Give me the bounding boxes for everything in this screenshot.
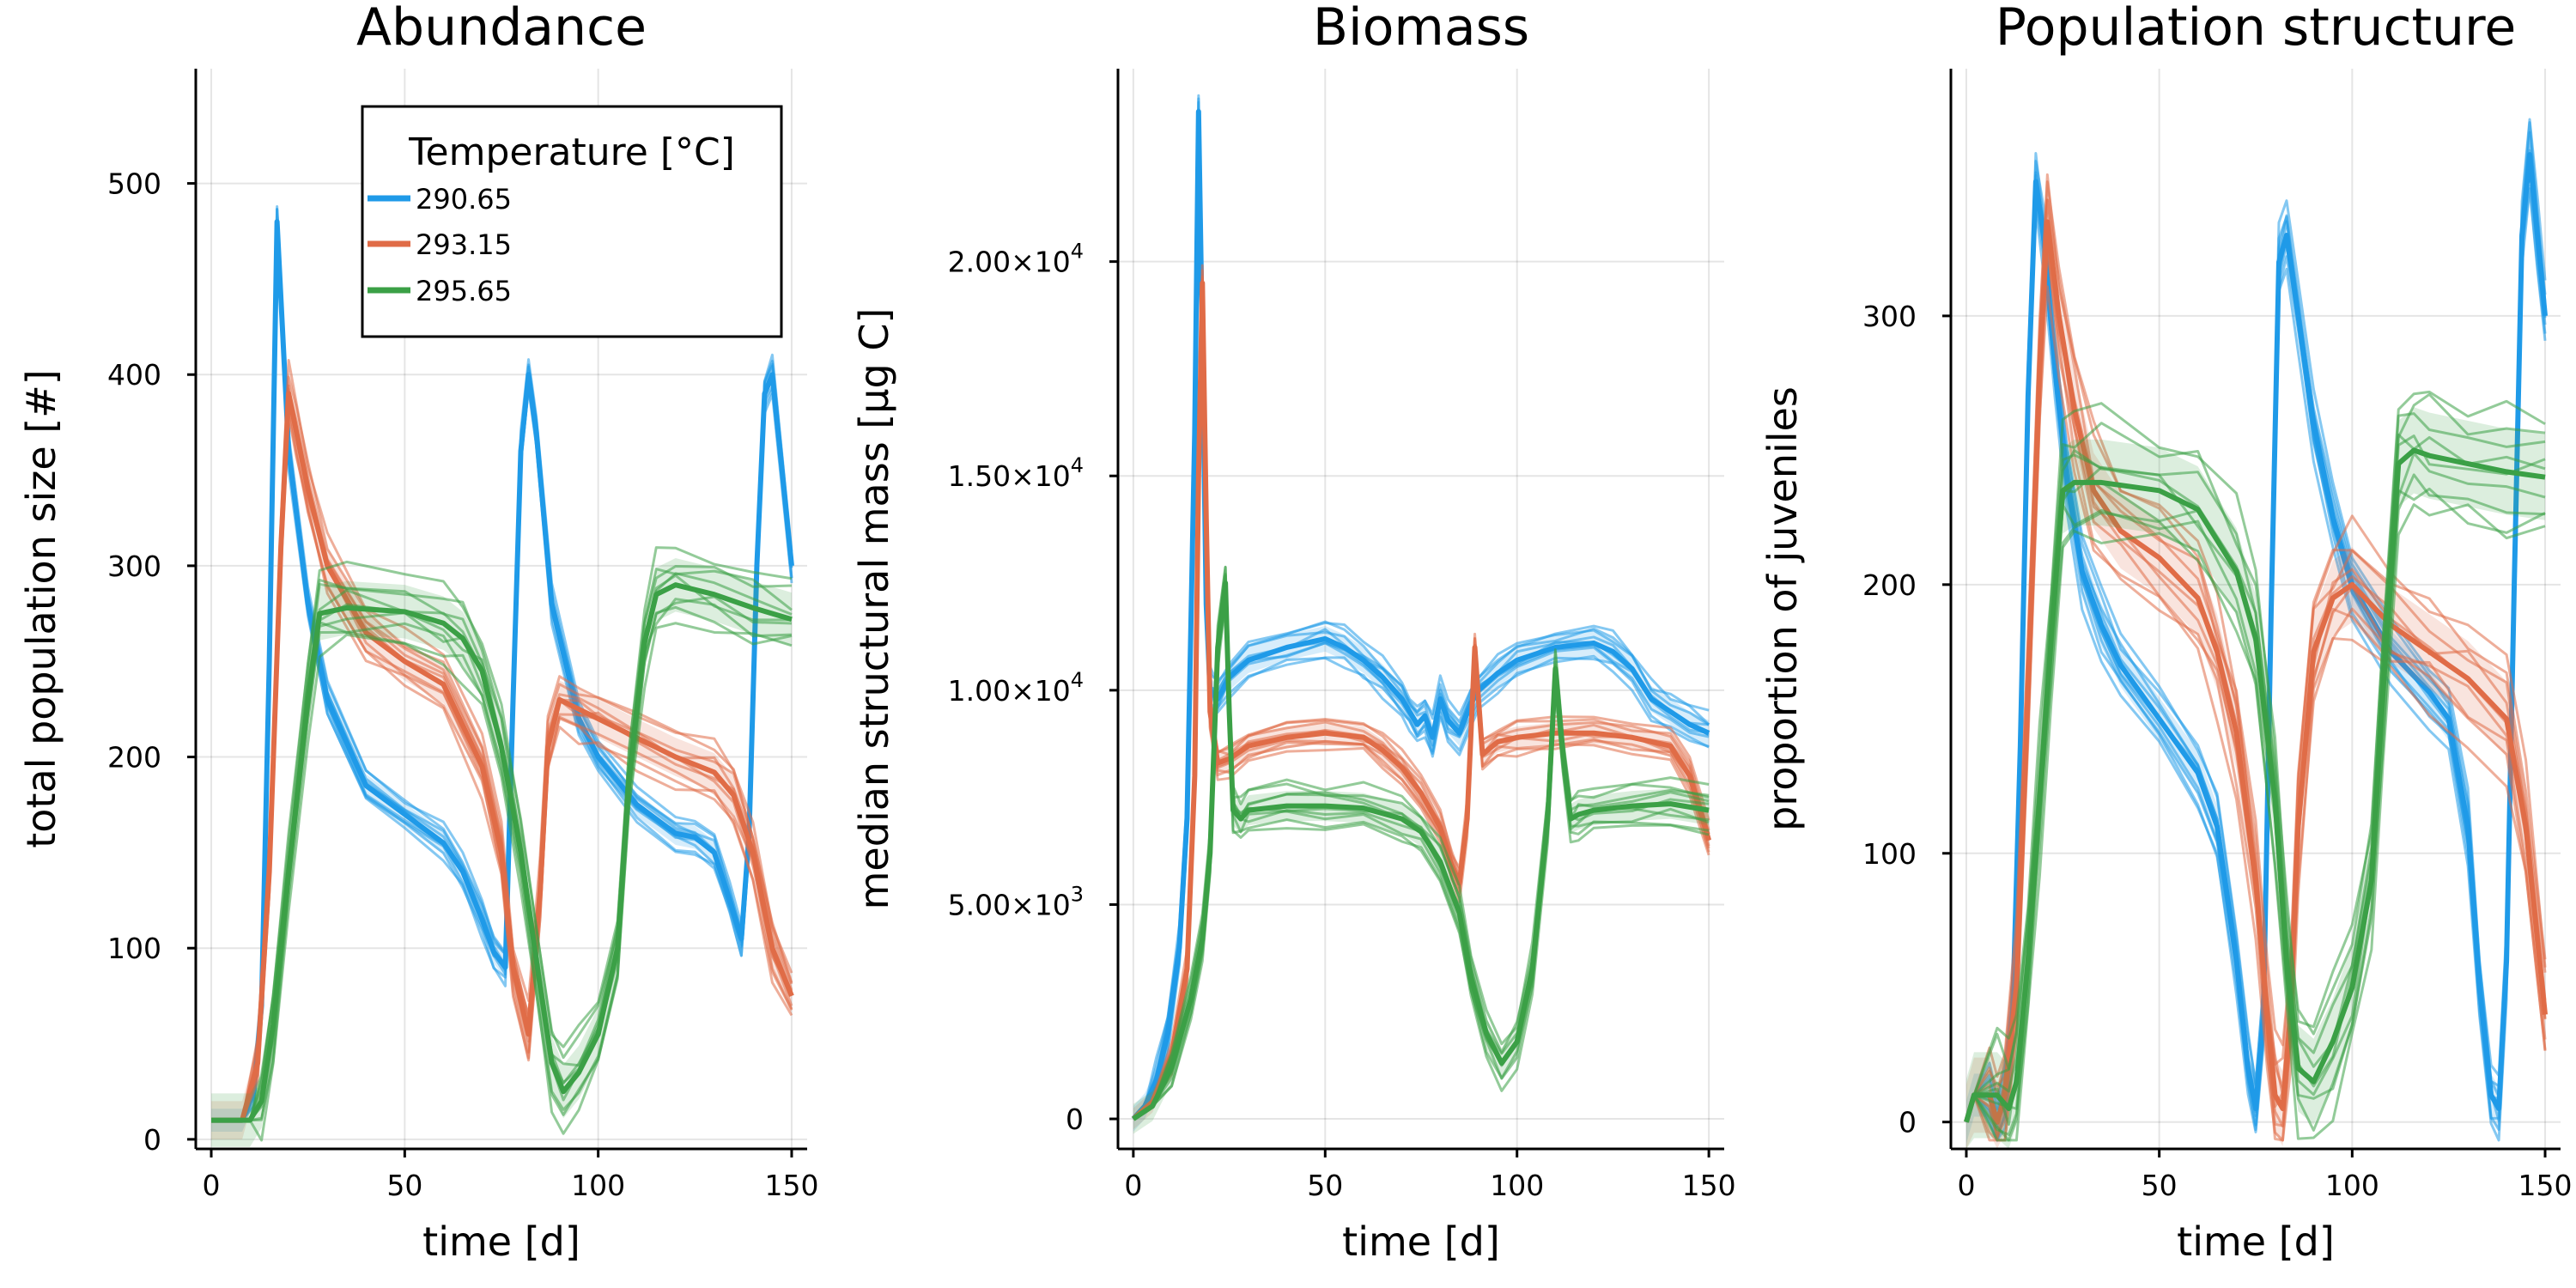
replicate-line-abundance-290-65: [211, 205, 793, 1122]
replicate-line-abundance-295-65: [211, 622, 793, 1142]
series-line-abundance-290-65: [211, 219, 794, 1123]
legend-label-293-15: 293.15: [416, 228, 512, 261]
y-tick-label: 1.50×104: [948, 453, 1084, 493]
ticks-population-structure: 0 50 100 150 0 100 200 300: [1862, 300, 2573, 1202]
y-tick-label: 200: [107, 741, 161, 775]
ticks-abundance: 0 50 100 150 0 100 200 300 400 500: [107, 167, 818, 1202]
x-tick-label: 100: [571, 1169, 625, 1202]
legend: Temperature [°C] 290.65 293.15 295.65: [361, 105, 783, 338]
panel-population-structure: 0 50 100 150 0 100 200 300 Population structure…: [1759, 0, 2573, 1265]
y-tick-exponent: 4: [1071, 668, 1084, 692]
x-tick-label: 50: [2142, 1169, 2178, 1202]
replicate-line-abundance-290-65: [211, 208, 793, 1122]
replicate-line-abundance-290-65: [211, 220, 793, 1122]
x-tick-label: 150: [764, 1169, 818, 1202]
y-axis-label-population-structure: proportion of juveniles: [1759, 386, 1806, 831]
replicate-line-abundance-290-65: [211, 228, 793, 1122]
y-tick-label: 500: [107, 167, 161, 201]
y-tick-exponent: 3: [1071, 882, 1084, 906]
series-line-abundance-293-15: [211, 391, 794, 1123]
legend-title: Temperature [°C]: [408, 131, 735, 174]
panel-abundance: 0 50 100 150 0 100 200 300 400 500 Abundance time…: [18, 0, 818, 1265]
series-line-biomass-290-65: [1131, 108, 1710, 1121]
x-tick-label: 50: [386, 1169, 422, 1202]
y-tick-label: 0: [1899, 1106, 1917, 1139]
x-tick-label: 0: [1124, 1169, 1142, 1202]
y-tick-label: 1.00×104: [948, 668, 1084, 708]
y-axis-label-biomass: median structural mass [μg C]: [851, 308, 897, 910]
legend-label-295-65: 295.65: [416, 275, 512, 307]
y-tick-label: 100: [1862, 837, 1917, 871]
x-tick-label: 0: [203, 1169, 221, 1202]
replicate-line-population-structure-293-15: [1965, 285, 2547, 1142]
series-line-biomass-295-65: [1132, 580, 1710, 1121]
replicate-line-population-structure-295-65: [1965, 473, 2546, 1136]
y-tick-label: 300: [107, 550, 161, 583]
y-tick-label: 100: [107, 932, 161, 965]
replicate-line-abundance-290-65: [211, 227, 793, 1122]
band-abundance-290-65: [211, 210, 792, 1132]
replicate-line-abundance-290-65: [211, 234, 793, 1122]
replicate-line-biomass-295-65: [1133, 597, 1710, 1121]
series-line-abundance-295-65: [211, 582, 793, 1123]
chart-title-population-structure: Population structure: [1996, 0, 2517, 58]
series-population-structure: [1964, 118, 2549, 1150]
y-axis-label-abundance: total population size [#]: [18, 369, 64, 848]
x-axis-label-biomass: time [d]: [1342, 1218, 1500, 1265]
y-tick-label: 5.00×103: [948, 882, 1084, 921]
series-line-biomass-293-15: [1131, 280, 1712, 1121]
series-biomass: [1131, 94, 1712, 1134]
replicate-line-population-structure-295-65: [1965, 390, 2546, 1123]
y-tick-label: 200: [1862, 568, 1917, 602]
y-tick-exponent: 4: [1071, 240, 1084, 264]
series-abundance: [211, 205, 794, 1147]
band-abundance-295-65: [211, 557, 792, 1147]
x-tick-label: 150: [1682, 1169, 1736, 1202]
x-tick-label: 0: [1957, 1169, 1975, 1202]
chart-title-abundance: Abundance: [356, 0, 647, 58]
ticks-biomass: 0 50 100 150 0 5.00×103 1.00×104 1.50×104 2.00×1…: [948, 240, 1736, 1202]
replicate-line-population-structure-293-15: [1965, 180, 2547, 1123]
replicate-line-abundance-290-65: [211, 233, 793, 1122]
y-tick-exponent: 4: [1071, 453, 1084, 477]
chart-title-biomass: Biomass: [1313, 0, 1529, 58]
x-tick-label: 100: [1490, 1169, 1544, 1202]
y-tick-label: 400: [107, 358, 161, 392]
x-tick-label: 50: [1307, 1169, 1343, 1202]
legend-box: [361, 105, 783, 338]
band-population-structure-295-65: [1965, 407, 2546, 1150]
replicate-line-population-structure-295-65: [1965, 392, 2546, 1123]
x-axis-label-population-structure: time [d]: [2177, 1218, 2335, 1265]
y-tick-label: 0: [1066, 1103, 1084, 1136]
replicate-line-abundance-290-65: [211, 218, 793, 1122]
replicate-line-abundance-290-65: [211, 208, 793, 1122]
y-tick-label: 300: [1862, 300, 1917, 333]
y-tick-label: 2.00×104: [948, 240, 1084, 279]
x-tick-label: 100: [2325, 1169, 2379, 1202]
x-tick-label: 150: [2518, 1169, 2573, 1202]
legend-label-290-65: 290.65: [416, 183, 512, 216]
y-tick-label: 0: [143, 1123, 161, 1157]
x-axis-label-abundance: time [d]: [422, 1218, 580, 1265]
series-line-population-structure-290-65: [1964, 152, 2549, 1125]
series-line-population-structure-295-65: [1964, 447, 2546, 1123]
replicate-line-abundance-295-65: [211, 546, 793, 1122]
panel-biomass: 0 50 100 150 0 5.00×103 1.00×104 1.50×104 2.00×1…: [851, 0, 1736, 1265]
